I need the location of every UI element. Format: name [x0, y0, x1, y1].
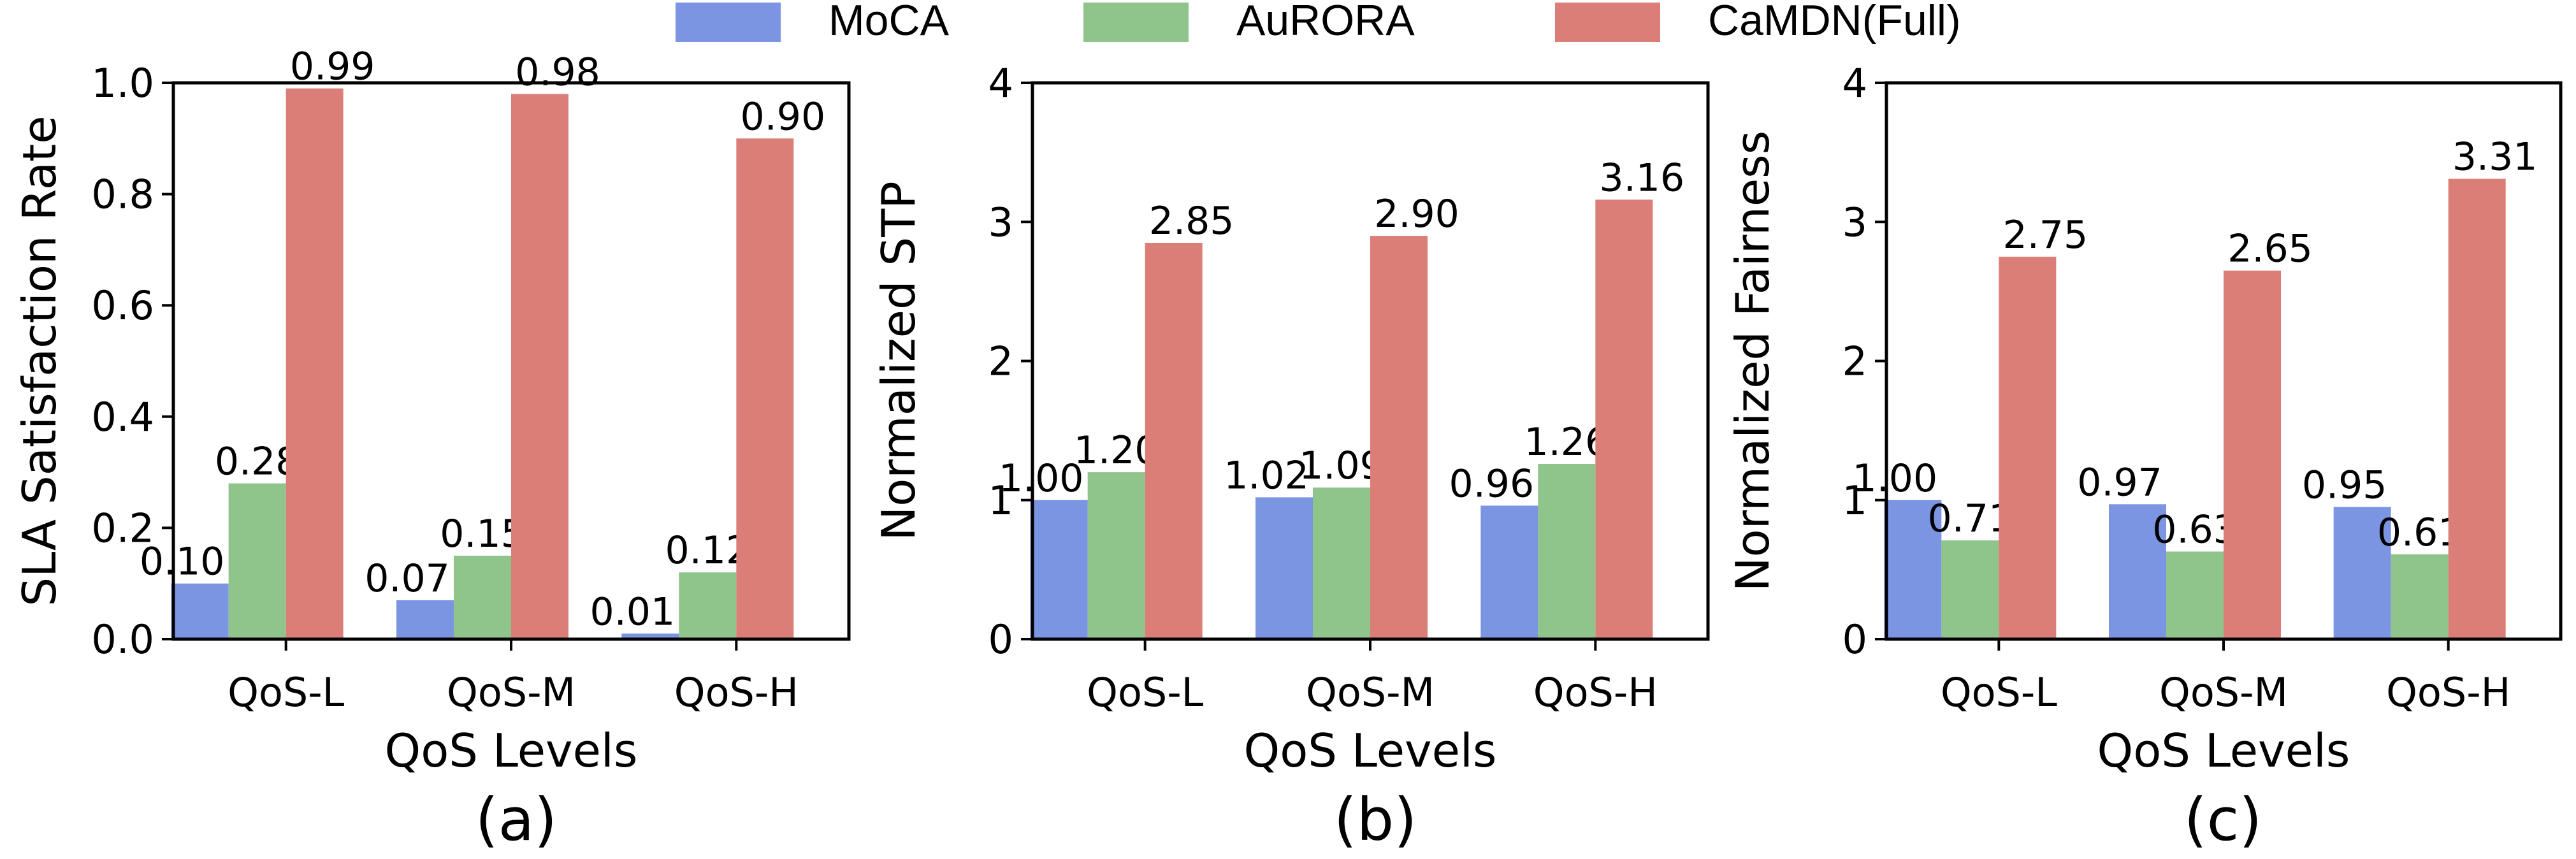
chart-panel-1: 0.10 0.070.010.280.15 0.120.99 0.980.900.00…	[13, 45, 851, 854]
y-tick-label: 0.2	[91, 505, 154, 551]
bar-camdn-full--qos-m	[511, 94, 568, 639]
bar-value-label: 0.63	[2152, 508, 2238, 552]
legend-swatch-moca	[676, 3, 781, 42]
bar-value-label: 1.02	[1224, 453, 1309, 498]
bar-value-label: 0.15	[440, 512, 525, 556]
y-tick-label: 0.0	[91, 616, 154, 663]
bar-value-label: 0.28	[215, 440, 300, 484]
x-tick-label: QoS-M	[447, 669, 575, 716]
bar-aurora-qos-m	[1313, 487, 1370, 639]
y-tick-label: 3	[988, 199, 1013, 245]
x-tick-label: QoS-M	[1306, 669, 1435, 716]
x-tick-label: QoS-H	[1533, 669, 1658, 716]
bar-value-label: 2.85	[1149, 199, 1234, 243]
x-axis-label: QoS Levels	[1244, 724, 1497, 777]
bar-aurora-qos-l	[1087, 472, 1145, 639]
bar-value-label: 3.16	[1600, 155, 1685, 200]
bar-moca-qos-h	[621, 633, 679, 639]
panel-caption: (c)	[2184, 786, 2262, 854]
y-tick-label: 3	[1842, 199, 1867, 245]
legend-swatch-camdn-full-	[1555, 3, 1660, 42]
x-tick-label: QoS-M	[2159, 669, 2288, 716]
x-tick-label: QoS-H	[2386, 669, 2510, 716]
bar-camdn-full--qos-m	[2224, 270, 2281, 639]
x-tick-label: QoS-L	[1087, 669, 1203, 716]
bar-moca-qos-m	[2109, 504, 2166, 639]
bar-moca-qos-m	[1255, 497, 1313, 639]
bar-value-label: 1.26	[1524, 420, 1610, 465]
bar-value-label: 0.90	[741, 94, 826, 139]
bar-moca-qos-m	[396, 600, 454, 639]
bar-aurora-qos-m	[2166, 551, 2224, 639]
y-tick-label: 1.0	[91, 60, 154, 106]
bar-value-label: 0.07	[365, 556, 450, 601]
bar-value-label: 3.31	[2452, 135, 2538, 180]
bar-aurora-qos-h	[2391, 554, 2449, 639]
bar-aurora-qos-h	[679, 572, 737, 639]
x-tick-label: QoS-L	[228, 669, 344, 716]
bar-value-label: 0.71	[1928, 496, 2013, 541]
y-tick-label: 0.4	[91, 394, 154, 440]
legend-swatch-aurora	[1083, 3, 1189, 42]
y-tick-label: 2	[1842, 338, 1867, 385]
bar-camdn-full--qos-l	[1999, 256, 2057, 639]
bar-value-label: 2.90	[1374, 192, 1459, 236]
panel-caption: (a)	[475, 786, 557, 854]
legend-label: MoCA	[829, 0, 950, 45]
bar-moca-qos-l	[1884, 500, 1942, 639]
bar-value-label: 0.01	[590, 589, 676, 634]
y-tick-label: 2	[988, 338, 1013, 385]
bar-aurora-qos-l	[228, 483, 286, 639]
bar-value-label: 2.65	[2227, 227, 2313, 271]
bar-value-label: 0.10	[140, 540, 225, 584]
y-axis-label: SLA Satisfaction Rate	[13, 115, 66, 606]
y-tick-label: 0	[988, 616, 1013, 663]
bar-value-label: 1.00	[999, 456, 1084, 501]
bar-value-label: 0.96	[1449, 461, 1535, 506]
bar-moca-qos-l	[171, 583, 229, 639]
bar-moca-qos-h	[2333, 507, 2391, 639]
y-axis-label: Normalized STP	[872, 181, 925, 540]
bar-value-label: 1.20	[1074, 428, 1159, 473]
x-tick-label: QoS-H	[674, 669, 799, 716]
bar-aurora-qos-l	[1941, 540, 1999, 639]
y-axis-label: Normalized Fairness	[1726, 131, 1779, 591]
chart-panel-2: 1.00 1.02 0.96 1.20 1.09 1.26 2.85 2.90 3.16 0 1 2 3…	[872, 60, 1710, 854]
bar-value-label: 0.95	[2302, 463, 2387, 508]
panel-caption: (b)	[1334, 786, 1417, 854]
bar-value-label: 0.97	[2077, 460, 2162, 505]
y-tick-label: 1	[1842, 477, 1867, 524]
bar-aurora-qos-m	[454, 556, 511, 639]
legend-label: CaMDN(Full)	[1708, 0, 1961, 45]
bar-value-label: 2.75	[2003, 213, 2088, 257]
y-tick-label: 0	[1842, 616, 1867, 663]
legend-label: AuRORA	[1236, 0, 1415, 45]
x-axis-label: QoS Levels	[2097, 724, 2350, 777]
x-axis-label: QoS Levels	[385, 724, 638, 777]
bar-value-label: 0.98	[515, 50, 600, 94]
bar-camdn-full--qos-m	[1370, 236, 1428, 639]
bar-camdn-full--qos-h	[2448, 178, 2506, 639]
chart-panel-3: 1.00 0.97 0.95 0.71 0.63 0.61 2.75 2.65 3.31 0 1 2 3…	[1726, 60, 2563, 854]
x-tick-label: QoS-L	[1941, 669, 2057, 716]
bar-camdn-full--qos-l	[286, 88, 344, 640]
y-tick-label: 0.6	[91, 282, 154, 329]
y-tick-label: 4	[1842, 60, 1867, 106]
y-tick-label: 4	[988, 60, 1013, 106]
y-tick-label: 1	[988, 477, 1013, 524]
bar-camdn-full--qos-h	[1595, 199, 1653, 640]
bar-value-label: 0.61	[2377, 510, 2463, 555]
bar-value-label: 0.12	[665, 528, 751, 573]
bar-value-label: 1.00	[1853, 456, 1938, 501]
bar-moca-qos-l	[1030, 500, 1088, 639]
bar-camdn-full--qos-l	[1145, 242, 1203, 639]
legend: MoCA AuRORA CaMDN(Full)	[676, 0, 1961, 45]
bar-moca-qos-h	[1480, 505, 1538, 639]
chart-panels: 0.10 0.070.010.280.15 0.120.99 0.980.900.00…	[13, 45, 2563, 854]
bar-aurora-qos-h	[1538, 464, 1596, 639]
bar-camdn-full--qos-h	[736, 138, 794, 640]
bar-value-label: 1.09	[1299, 444, 1384, 488]
y-tick-label: 0.8	[91, 171, 154, 218]
